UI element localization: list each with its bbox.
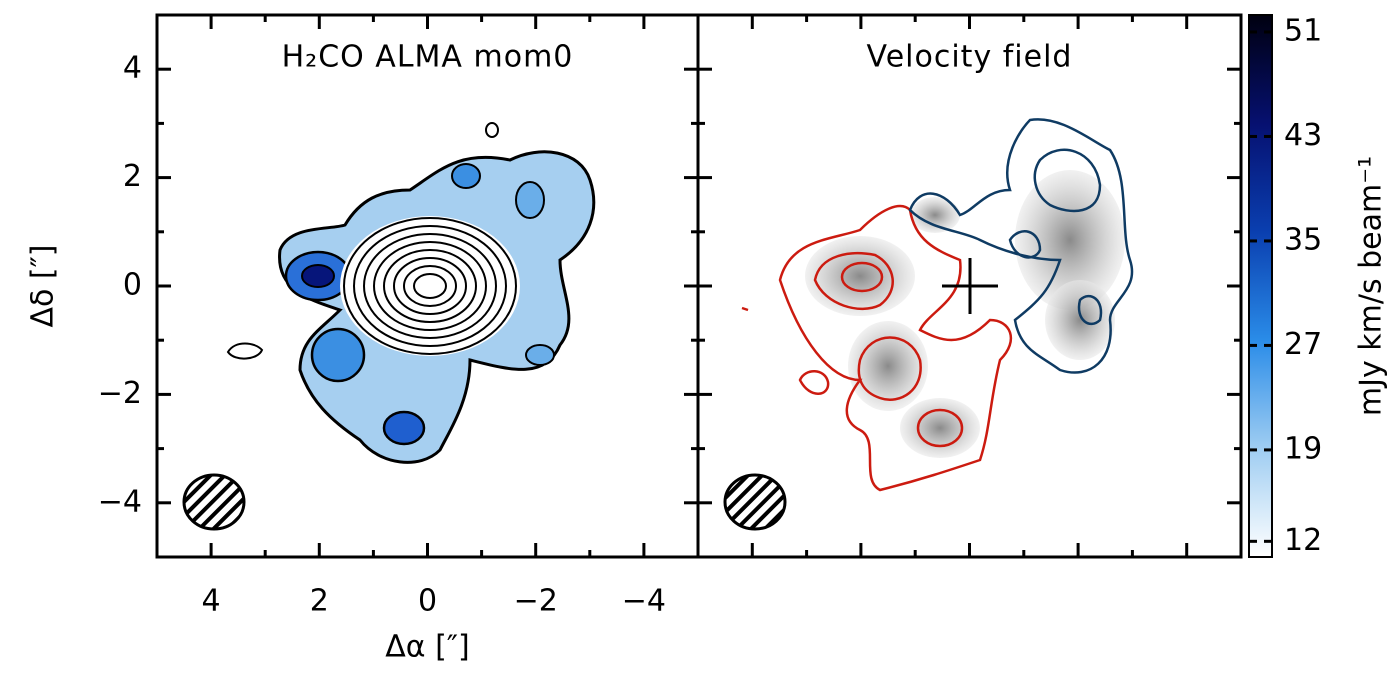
colorbar	[1248, 14, 1273, 558]
colorbar-tick-label: 12	[1284, 523, 1322, 558]
x-tick-label: 0	[418, 584, 437, 619]
velocity-map	[723, 118, 1134, 531]
colorbar-tick-label: 27	[1284, 327, 1322, 362]
moment0-map	[182, 122, 596, 531]
colorbar-tick-label: 43	[1284, 118, 1322, 153]
y-tick-label: −2	[98, 376, 142, 411]
colorbar-tick-label: 19	[1284, 431, 1322, 466]
colorbar-tick-label: 51	[1284, 13, 1322, 48]
y-axis-label: Δδ [″]	[26, 244, 61, 327]
x-tick-label: 4	[202, 584, 221, 619]
x-tick-label: −4	[622, 584, 666, 619]
y-tick-label: 0	[123, 268, 142, 303]
y-tick-label: 4	[123, 51, 142, 86]
colorbar-label: mJy km/s beam⁻¹	[1354, 156, 1389, 416]
colorbar-tick-label: 35	[1284, 222, 1322, 257]
y-tick-label: 2	[123, 159, 142, 194]
x-tick-label: −2	[514, 584, 558, 619]
panel-title: Velocity field	[867, 40, 1073, 75]
x-axis-label: Δα [″]	[385, 630, 469, 665]
y-tick-label: −4	[98, 484, 142, 519]
panel-title: H₂CO ALMA mom0	[282, 40, 574, 75]
x-tick-label: 2	[310, 584, 329, 619]
images	[182, 14, 1273, 558]
